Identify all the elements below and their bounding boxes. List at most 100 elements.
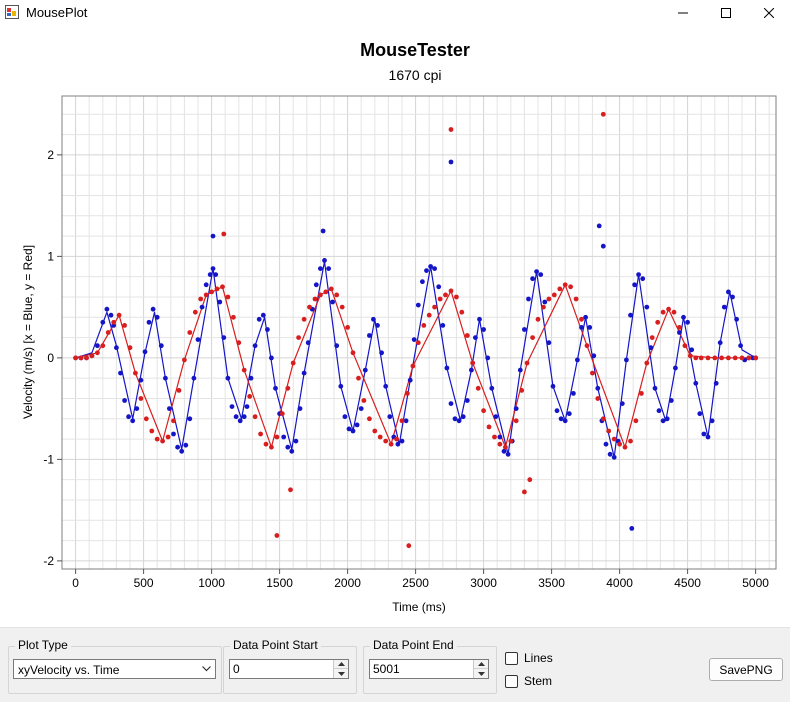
data-point (281, 434, 287, 440)
data-point (440, 323, 446, 328)
data-point (469, 367, 474, 373)
plot-type-value: xyVelocity vs. Time (18, 663, 120, 677)
data-point (664, 416, 670, 422)
data-point-start-input[interactable]: 0 (229, 659, 349, 679)
data-point (501, 448, 507, 454)
data-point (644, 360, 650, 366)
data-point (345, 325, 350, 330)
spin-down-button[interactable] (334, 669, 348, 678)
fit-line (75, 284, 756, 448)
stem-checkbox[interactable]: Stem (505, 674, 552, 688)
data-point (649, 335, 655, 340)
data-point (383, 438, 389, 444)
data-point (648, 345, 654, 351)
data-point (464, 398, 470, 403)
data-point (233, 414, 239, 420)
data-point (554, 408, 560, 414)
spin-down-button[interactable] (474, 669, 488, 678)
lines-checkbox-box[interactable] (505, 651, 518, 665)
data-point (600, 243, 606, 249)
data-point (100, 343, 106, 349)
data-point (187, 416, 193, 422)
close-icon (764, 8, 774, 18)
app-icon (5, 5, 19, 19)
data-point (705, 434, 711, 440)
stem-checkbox-box[interactable] (505, 674, 518, 688)
data-point (241, 367, 247, 373)
data-point (160, 438, 166, 444)
data-point (377, 434, 383, 440)
y-tick-label: 0 (47, 351, 54, 365)
data-point (600, 111, 606, 117)
data-point (138, 396, 144, 401)
plot-type-group: Plot Type xyVelocity vs. Time (8, 638, 222, 694)
spin-up-button[interactable] (334, 660, 348, 669)
data-point (252, 343, 258, 349)
data-point (513, 418, 519, 424)
data-point (405, 391, 410, 396)
plot-frame (61, 95, 777, 570)
data-point (640, 276, 646, 282)
caret-down-icon (337, 671, 345, 676)
data-point (143, 416, 149, 422)
data-point (606, 428, 612, 434)
data-point (116, 312, 122, 318)
data-point (330, 299, 335, 305)
data-point (323, 289, 329, 295)
data-point (100, 319, 106, 325)
save-png-button[interactable]: SavePNG (709, 658, 783, 681)
data-point (248, 375, 254, 381)
data-point (660, 309, 666, 315)
spin-up-button[interactable] (474, 660, 488, 669)
data-point (388, 441, 394, 447)
data-point-start-label: Data Point Start (230, 638, 321, 652)
close-button[interactable] (746, 0, 790, 26)
y-tick-label: -2 (43, 554, 54, 568)
data-point (394, 436, 399, 442)
data-point (470, 360, 476, 366)
data-point (568, 284, 573, 290)
data-point (84, 355, 89, 361)
x-tick-label: 2500 (402, 576, 429, 590)
data-point (247, 394, 253, 399)
data-point (579, 325, 584, 330)
data-point (629, 526, 635, 531)
data-point (289, 448, 295, 454)
data-point (522, 489, 527, 495)
data-point (213, 272, 219, 277)
data-point (448, 288, 454, 294)
data-point-end-group: Data Point End 5001 (363, 638, 497, 694)
data-point (656, 408, 662, 414)
chart-subtitle: 1670 cpi (389, 67, 442, 83)
data-point (666, 306, 671, 312)
data-point (579, 316, 584, 322)
data-point (596, 223, 602, 229)
data-point (534, 269, 539, 274)
data-point (371, 316, 376, 322)
data-point (607, 451, 613, 457)
data-point (687, 353, 693, 359)
data-point (481, 408, 486, 414)
data-point (165, 434, 171, 440)
lines-checkbox[interactable]: Lines (505, 651, 553, 665)
data-point (611, 436, 617, 442)
data-point (681, 314, 686, 320)
minimize-button[interactable] (660, 0, 706, 26)
data-point (395, 441, 401, 447)
data-point (444, 365, 450, 371)
data-point (167, 406, 172, 411)
data-point (258, 431, 263, 437)
data-point (726, 289, 731, 295)
data-point (256, 316, 262, 322)
data-point (399, 438, 405, 444)
data-point (407, 377, 413, 383)
data-point (448, 159, 454, 165)
maximize-button[interactable] (703, 0, 749, 26)
plot-type-select[interactable]: xyVelocity vs. Time (13, 659, 216, 679)
data-point (346, 426, 352, 432)
data-point (126, 414, 131, 420)
data-point (505, 451, 511, 457)
data-point-end-input[interactable]: 5001 (369, 659, 489, 679)
data-point (379, 350, 384, 356)
data-point (78, 355, 84, 361)
